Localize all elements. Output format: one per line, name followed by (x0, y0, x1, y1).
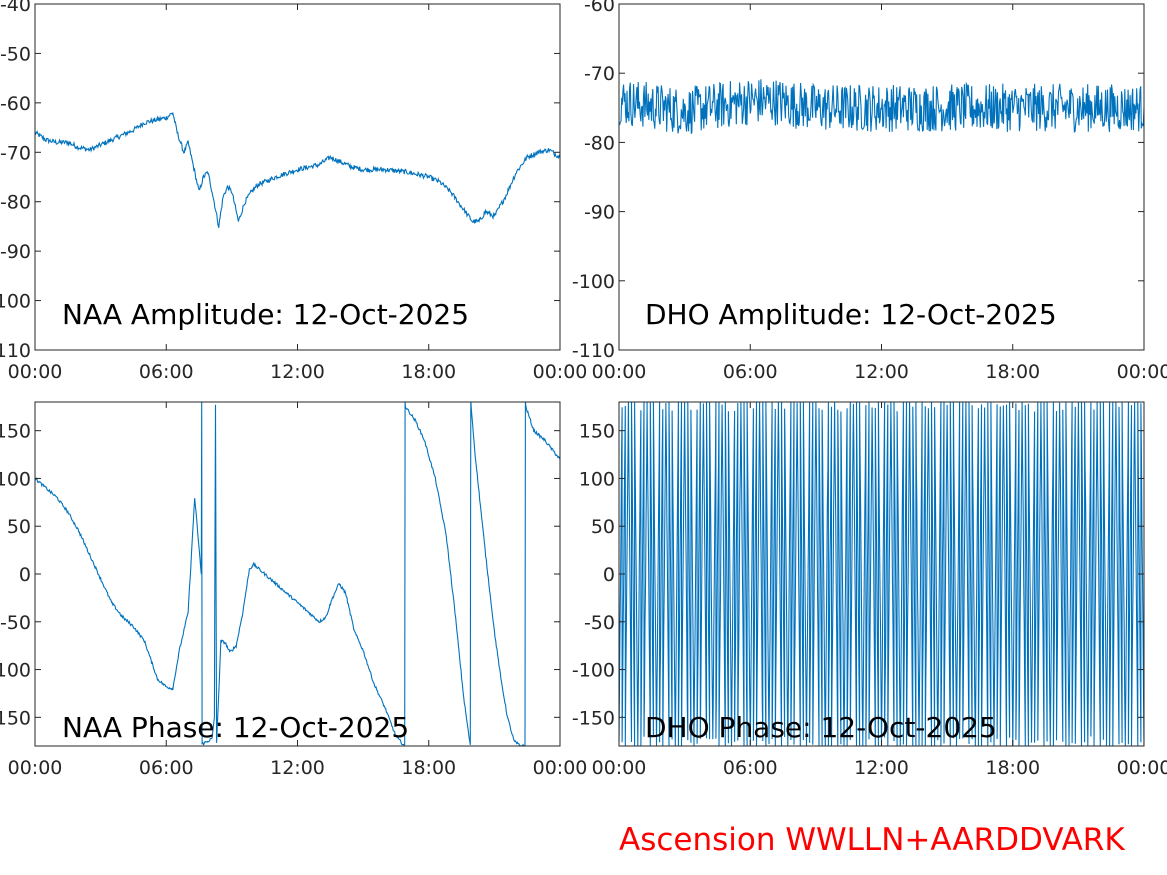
dho-phase-xtick-label: 06:00 (723, 757, 778, 779)
dho-amplitude-xtick-label: 00:00 (592, 361, 647, 383)
dho-phase-xtick-label: 00:00 (592, 757, 647, 779)
dho-amplitude-series-line (619, 79, 1144, 134)
naa-amplitude-xtick-label: 06:00 (139, 361, 194, 383)
naa-amplitude-title: NAA Amplitude: 12-Oct-2025 (62, 298, 469, 331)
dho-amplitude-xtick-label: 06:00 (723, 361, 778, 383)
dho-phase-ytick-label: -50 (584, 612, 615, 634)
naa-amplitude-ytick-label: -40 (0, 0, 31, 16)
naa-amplitude-ytick-label: -110 (0, 340, 31, 362)
naa-phase-xtick-label: 00:00 (8, 757, 63, 779)
dho-phase-title: DHO Phase: 12-Oct-2025 (645, 711, 997, 744)
panel-naa-amplitude: 00:0006:0012:0018:0000:00-110-100-90-80-… (0, 0, 587, 383)
dho-amplitude-xtick-label: 12:00 (854, 361, 909, 383)
naa-phase-title: NAA Phase: 12-Oct-2025 (62, 711, 409, 744)
dho-phase-xtick-label: 00:00 (1117, 757, 1167, 779)
naa-amplitude-xtick-label: 00:00 (533, 361, 588, 383)
naa-phase-xtick-label: 12:00 (270, 757, 325, 779)
dho-phase-ytick-label: 150 (579, 421, 615, 443)
dho-phase-xtick-label: 18:00 (985, 757, 1040, 779)
station-label: Ascension WWLLN+AARDDVARK (619, 822, 1125, 858)
panel-dho-phase: 00:00 06:00 12:00 18:00 00:00 -150 -100 -50 0 50 1… (572, 401, 1167, 779)
naa-phase-ytick-label: 50 (7, 516, 31, 538)
dho-phase-ytick-label: 0 (603, 564, 615, 586)
panel-naa-phase: 00:00 06:00 12:00 18:00 00:00 -150 -100 -50 0 50 1… (0, 401, 587, 779)
naa-phase-ytick-label: -100 (0, 660, 31, 682)
naa-phase-xtick-label: 18:00 (401, 757, 456, 779)
naa-phase-ytick-label: 100 (0, 468, 31, 490)
naa-phase-xtick-label: 06:00 (139, 757, 194, 779)
dho-amplitude-ytick-label: -60 (584, 0, 615, 16)
naa-amplitude-xtick-label: 12:00 (270, 361, 325, 383)
naa-amplitude-xtick-label: 00:00 (8, 361, 63, 383)
dho-amplitude-xtick-label: 18:00 (985, 361, 1040, 383)
naa-phase-ytick-label: 0 (19, 564, 31, 586)
dho-phase-xtick-label: 12:00 (854, 757, 909, 779)
naa-amplitude-ytick-label: -70 (0, 142, 31, 164)
dho-amplitude-ytick-label: -90 (584, 202, 615, 224)
dho-phase-ytick-label: -150 (572, 707, 615, 729)
naa-amplitude-xtick-label: 18:00 (401, 361, 456, 383)
naa-phase-ytick-label: 150 (0, 421, 31, 443)
dho-phase-ytick-label: 50 (591, 516, 615, 538)
dho-phase-ytick-label: 100 (579, 468, 615, 490)
dho-amplitude-xtick-label: 00:00 (1117, 361, 1167, 383)
dho-amplitude-ytick-label: -80 (584, 132, 615, 154)
naa-amplitude-ytick-label: -90 (0, 241, 31, 263)
dho-phase-series-line (619, 402, 1144, 746)
dho-phase-ytick-label: -100 (572, 660, 615, 682)
dho-phase-plot: 00:00 06:00 12:00 18:00 00:00 -150 -100 -50 0 50 1… (572, 401, 1167, 779)
naa-phase-axes-box (34, 401, 561, 747)
panel-dho-amplitude: 00:00 06:00 12:00 18:00 00:00-110-100-90-80-… (572, 0, 1167, 383)
naa-amplitude-series-line (35, 111, 560, 228)
naa-amplitude-ytick-label: -50 (0, 43, 31, 65)
dho-amplitude-ytick-label: -100 (572, 271, 615, 293)
naa-amplitude-plot: 00:0006:0012:0018:0000:00-110-100-90-80-… (0, 0, 587, 383)
dho-amplitude-plot: 00:00 06:00 12:00 18:00 00:00-110-100-90-80-… (572, 0, 1167, 383)
naa-phase-series-line (35, 402, 560, 746)
naa-amplitude-ytick-label: -60 (0, 93, 31, 115)
naa-phase-plot: 00:00 06:00 12:00 18:00 00:00 -150 -100 -50 0 50 1… (0, 401, 587, 779)
dho-amplitude-ytick-label: -70 (584, 63, 615, 85)
naa-phase-xtick-label: 00:00 (533, 757, 588, 779)
naa-phase-ytick-label: -50 (0, 612, 31, 634)
naa-amplitude-ytick-label: -100 (0, 291, 31, 313)
naa-phase-ytick-label: -150 (0, 707, 31, 729)
naa-amplitude-ytick-label: -80 (0, 192, 31, 214)
dho-amplitude-ytick-label: -110 (572, 340, 615, 362)
dho-amplitude-title: DHO Amplitude: 12-Oct-2025 (645, 298, 1057, 331)
